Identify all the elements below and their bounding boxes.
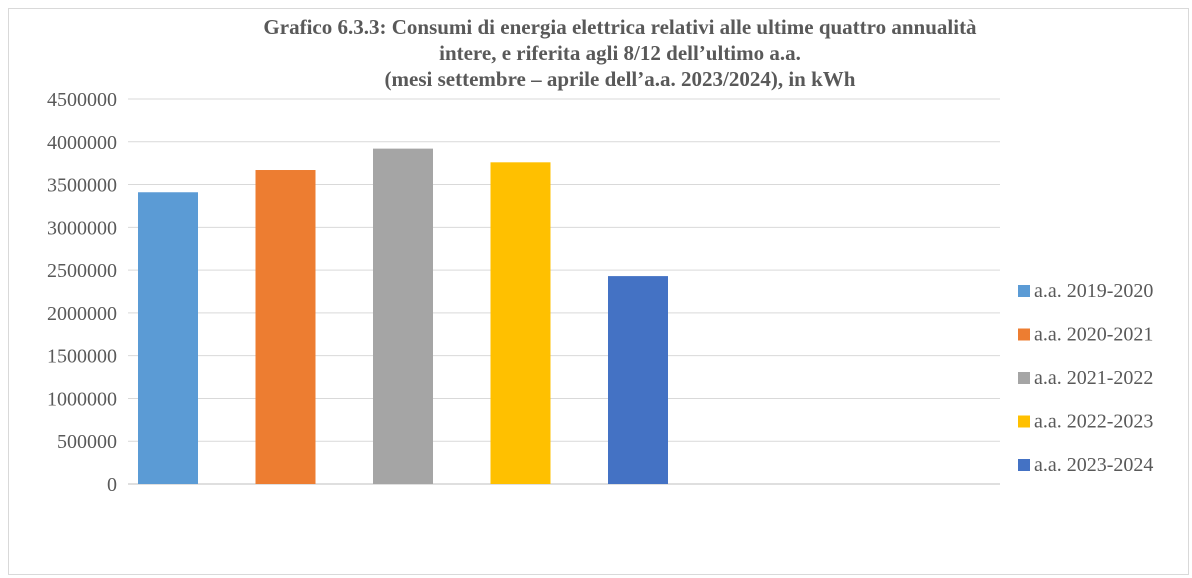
chart-title-line-1: Grafico 6.3.3: Consumi di energia elettr…	[263, 15, 977, 39]
bar	[255, 170, 316, 484]
chart-frame	[8, 8, 1189, 575]
legend-swatch	[1018, 372, 1030, 384]
y-tick-label: 3000000	[47, 217, 117, 239]
y-tick-label: 2000000	[47, 303, 117, 325]
legend-label: a.a. 2023-2024	[1034, 454, 1153, 476]
legend-label: a.a. 2020-2021	[1034, 324, 1153, 346]
legend-swatch	[1018, 459, 1030, 471]
y-axis-ticks: 0 500000 1000000 1500000 2000000 2500000 30000…	[47, 89, 117, 496]
y-tick-label: 2500000	[47, 260, 117, 282]
y-tick-label: 3500000	[47, 175, 117, 197]
y-tick-label: 0	[107, 474, 117, 496]
chart-title-line-3: (mesi settembre – aprile dell’a.a. 2023/…	[384, 67, 856, 91]
y-tick-label: 4000000	[47, 132, 117, 154]
legend-swatch	[1018, 285, 1030, 297]
legend-swatch	[1018, 328, 1030, 341]
bar	[608, 276, 668, 484]
legend-label: a.a. 2021-2022	[1034, 367, 1153, 389]
legend: a.a. 2019-2020 a.a. 2020-2021 a.a. 2021-20…	[1018, 280, 1153, 476]
y-tick-label: 1000000	[47, 388, 117, 410]
legend-swatch	[1018, 415, 1030, 428]
legend-label: a.a. 2019-2020	[1034, 280, 1153, 302]
y-tick-label: 500000	[57, 431, 117, 453]
y-tick-label: 1500000	[47, 346, 117, 368]
bar	[138, 192, 198, 484]
bars	[138, 148, 668, 485]
legend-label: a.a. 2022-2023	[1034, 411, 1153, 433]
bar	[490, 162, 551, 485]
bar	[373, 148, 433, 484]
chart-title-line-2: intere, e riferita agli 8/12 dell’ultimo…	[439, 41, 801, 65]
y-tick-label: 4500000	[47, 89, 117, 111]
chart-title: Grafico 6.3.3: Consumi di energia elettr…	[140, 14, 1100, 92]
